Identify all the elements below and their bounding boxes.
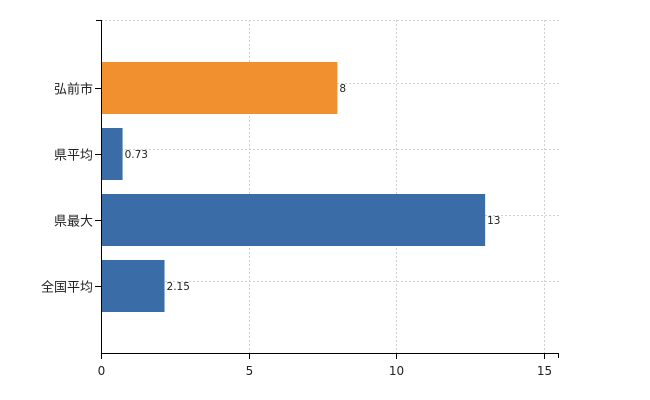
x-tick-label: 15 xyxy=(537,364,552,378)
category-label: 全国平均 xyxy=(41,280,93,296)
bar xyxy=(101,62,338,114)
category-label: 弘前市 xyxy=(54,82,93,98)
data-label: 2.15 xyxy=(167,281,190,293)
bar xyxy=(101,194,486,246)
bar xyxy=(101,128,123,180)
x-tick-label: 10 xyxy=(389,364,404,378)
category-label: 県平均 xyxy=(54,149,93,164)
bar xyxy=(101,260,165,312)
data-label: 0.73 xyxy=(125,149,148,161)
category-label: 県最大 xyxy=(54,215,93,230)
x-tick-label: 5 xyxy=(246,364,254,378)
data-label: 13 xyxy=(487,215,500,227)
bars xyxy=(101,62,486,312)
axes xyxy=(95,20,559,359)
x-tick-label: 0 xyxy=(98,364,106,378)
data-label: 8 xyxy=(339,83,346,95)
